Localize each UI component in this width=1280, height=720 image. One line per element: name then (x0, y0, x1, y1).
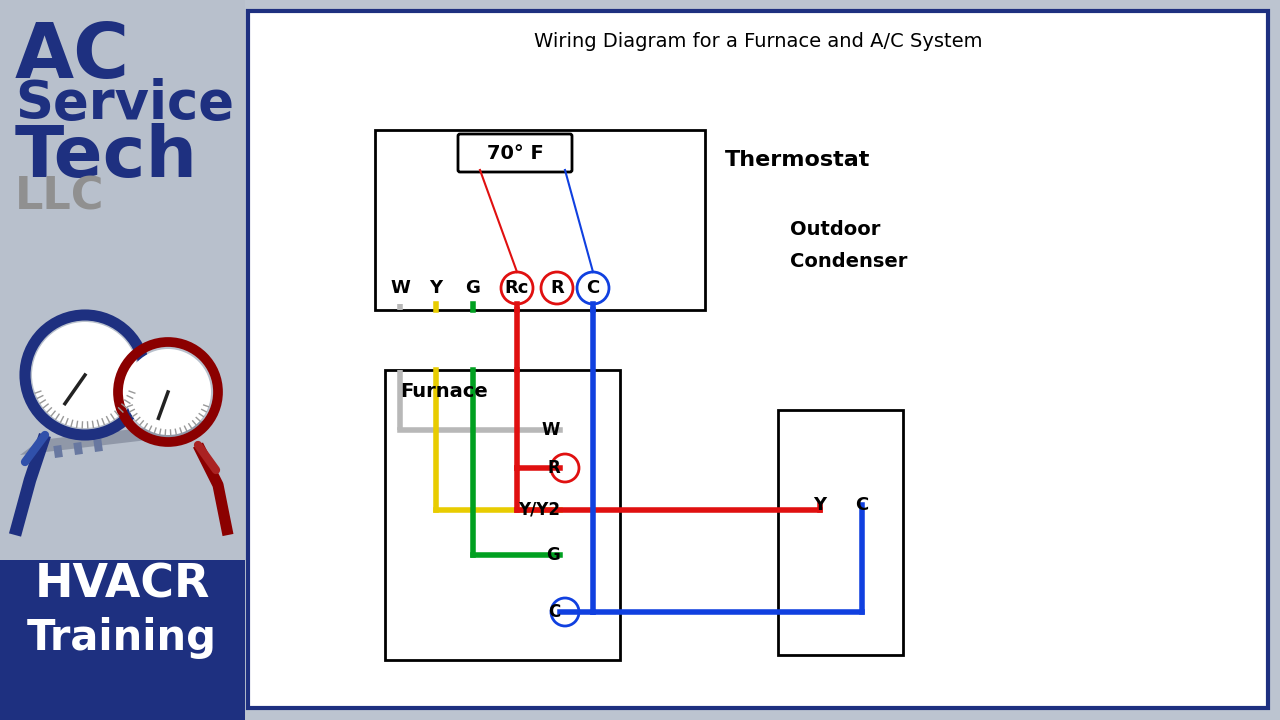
Text: G: G (547, 546, 559, 564)
Text: C: C (855, 496, 869, 514)
Text: Training: Training (27, 617, 218, 659)
Bar (0, 560, 244, 720)
Text: R: R (550, 279, 564, 297)
Bar (0, 0, 244, 560)
Text: AC: AC (15, 20, 131, 94)
Text: Tech: Tech (15, 123, 198, 192)
Text: Condenser: Condenser (790, 252, 908, 271)
Text: Service: Service (15, 78, 234, 130)
Bar (73, 442, 83, 455)
Text: W: W (541, 421, 559, 439)
FancyBboxPatch shape (458, 134, 572, 172)
Bar (248, 11, 1268, 708)
Text: G: G (466, 279, 480, 297)
Text: Outdoor: Outdoor (790, 220, 881, 239)
Text: Wiring Diagram for a Furnace and A/C System: Wiring Diagram for a Furnace and A/C Sys… (534, 32, 982, 51)
Text: C: C (548, 603, 559, 621)
Text: Y: Y (429, 279, 443, 297)
Text: R: R (548, 459, 559, 477)
Text: HVACR: HVACR (35, 562, 210, 608)
Text: Furnace: Furnace (399, 382, 488, 401)
Circle shape (125, 349, 211, 435)
Text: Y/Y2: Y/Y2 (518, 501, 559, 519)
Text: 70° F: 70° F (486, 143, 544, 163)
Polygon shape (20, 420, 210, 455)
Bar (375, 130, 705, 310)
Text: Y: Y (813, 496, 827, 514)
Bar (54, 445, 63, 458)
Text: Thermostat: Thermostat (724, 150, 870, 170)
Text: Rc: Rc (504, 279, 529, 297)
Bar (385, 370, 620, 660)
Bar (93, 439, 102, 452)
Bar (778, 410, 902, 655)
Circle shape (32, 322, 138, 428)
Text: C: C (586, 279, 599, 297)
Text: W: W (390, 279, 410, 297)
Text: LLC: LLC (15, 175, 105, 218)
